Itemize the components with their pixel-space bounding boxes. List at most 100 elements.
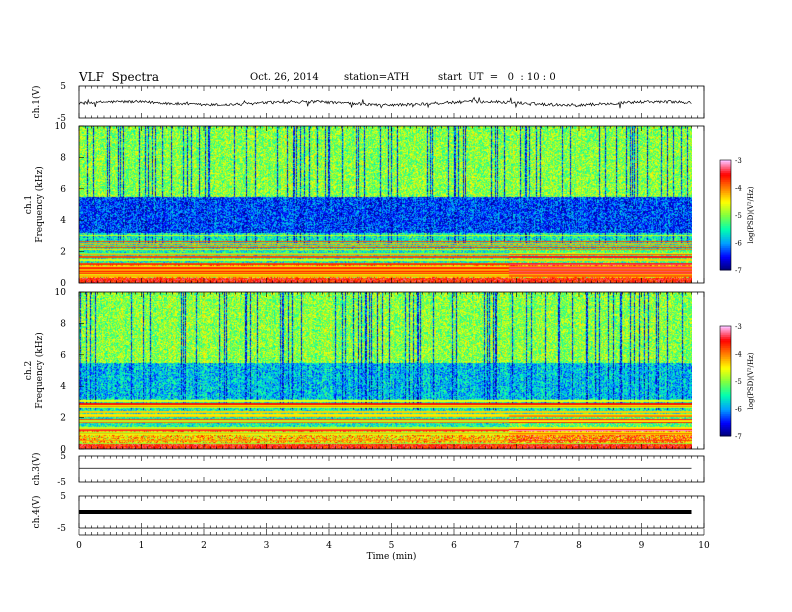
ch1-waveform-line <box>78 96 692 109</box>
colorbar-tick-label: -6 <box>735 240 742 248</box>
colorbar-tick-label: -7 <box>735 267 742 275</box>
colorbar-segment <box>720 403 731 406</box>
colorbar-segment <box>720 327 731 331</box>
colorbar-segment <box>720 202 731 205</box>
colorbar-segment <box>720 220 731 223</box>
y-tick-label: 4 <box>60 382 66 392</box>
colorbar-segment <box>720 355 731 358</box>
colorbar-segment <box>720 227 731 231</box>
y-tick-label: 5 <box>60 82 66 92</box>
colorbar-segment <box>720 329 731 332</box>
colorbar-segment <box>720 337 731 340</box>
colorbar-segment <box>720 185 731 188</box>
colorbar-segment <box>720 178 731 181</box>
y-tick-label: 6 <box>60 185 66 195</box>
colorbar-segment <box>720 215 731 218</box>
colorbar-tick-label: -4 <box>735 185 742 193</box>
colorbar-segment <box>720 200 731 203</box>
ch2-spectrogram-image <box>79 292 692 449</box>
colorbar-segment <box>720 373 731 376</box>
y-axis-label: Frequency (kHz) <box>34 332 45 409</box>
colorbar-label: log(PSD)(V²/Hz) <box>747 186 755 243</box>
x-tick-label: 5 <box>389 541 395 551</box>
colorbar-segment <box>720 172 731 176</box>
colorbar-segment <box>720 362 731 365</box>
colorbar-segment <box>720 194 731 198</box>
x-tick-label: 10 <box>698 541 710 551</box>
colorbar-segment <box>720 417 731 420</box>
colorbar-segment <box>720 169 731 172</box>
colorbar-segment <box>720 331 731 334</box>
colorbar-tick-label: -5 <box>735 378 742 386</box>
colorbar-segment <box>720 237 731 240</box>
colorbar-label: log(PSD)(V²/Hz) <box>747 352 755 409</box>
colorbar-segment <box>720 353 731 356</box>
x-tick-label: 3 <box>264 541 270 551</box>
colorbar-tick-label: -6 <box>735 406 742 414</box>
colorbar-segment <box>720 163 731 166</box>
y-axis-label: ch.1(V) <box>31 86 42 119</box>
colorbar-segment <box>720 419 731 422</box>
colorbar-segment <box>720 193 731 196</box>
colorbar-segment <box>720 338 731 342</box>
y-tick-label: 8 <box>60 153 66 163</box>
x-tick-label: 4 <box>326 541 332 551</box>
colorbar-segment <box>720 218 731 221</box>
colorbar-segment <box>720 248 731 251</box>
colorbar-segment <box>720 425 731 428</box>
chart-title: VLF Spectra <box>79 70 160 84</box>
colorbar-segment <box>720 189 731 192</box>
colorbar-segment <box>720 348 731 351</box>
start-time-label: start UT = 0 : 10 : 0 <box>438 72 556 83</box>
colorbar-tick-label: -7 <box>735 433 742 441</box>
colorbar-segment <box>720 259 731 262</box>
colorbar-segment <box>720 211 731 214</box>
colorbar-segment <box>720 421 731 424</box>
colorbar-segment <box>720 399 731 402</box>
colorbar-segment <box>720 222 731 225</box>
colorbar-segment <box>720 359 731 362</box>
y-tick-label: 5 <box>60 452 66 462</box>
y-tick-label: -5 <box>57 478 66 488</box>
colorbar-segment <box>720 434 731 437</box>
colorbar-segment <box>720 371 731 375</box>
colorbar-segment <box>720 360 731 364</box>
colorbar-segment <box>720 165 731 168</box>
colorbar-segment <box>720 408 731 411</box>
colorbar-segment <box>720 404 731 408</box>
colorbar-segment <box>720 204 731 207</box>
colorbar-segment <box>720 253 731 256</box>
colorbar-segment <box>720 249 731 253</box>
colorbar-segment <box>720 370 731 373</box>
colorbar-segment <box>720 235 731 238</box>
colorbar-segment <box>720 397 731 400</box>
colorbar-segment <box>720 187 731 190</box>
colorbar-segment <box>720 183 731 187</box>
colorbar-segment <box>720 379 731 382</box>
colorbar-segment <box>720 428 731 431</box>
date-label: Oct. 26, 2014 <box>250 72 319 83</box>
colorbar-segment <box>720 205 731 209</box>
colorbar-segment <box>720 381 731 384</box>
x-tick-label: 2 <box>201 541 207 551</box>
x-tick-label: 7 <box>514 541 520 551</box>
colorbar: -3 -4 -5 -6 -7 log(PSD)(V²/Hz) <box>719 323 755 441</box>
colorbar-segment <box>720 233 731 236</box>
colorbar-segment <box>720 257 731 260</box>
colorbar-segment <box>720 264 731 267</box>
y-axis-label: ch.1 <box>24 195 34 214</box>
colorbar-segment <box>720 333 731 336</box>
colorbar-segment <box>720 346 731 349</box>
x-tick-label: 8 <box>576 541 582 551</box>
colorbar-segment <box>720 414 731 417</box>
colorbar-frame <box>719 325 732 437</box>
y-tick-label: 10 <box>55 122 67 132</box>
colorbar-segment <box>720 174 731 177</box>
colorbar-segment <box>720 340 731 343</box>
y-axis-label: ch.4(V) <box>31 496 42 529</box>
colorbar-segment <box>720 207 731 210</box>
colorbar-segment <box>720 180 731 183</box>
colorbar-tick-label: -5 <box>735 212 742 220</box>
colorbar-segment <box>720 246 731 249</box>
colorbar-segment <box>720 244 731 247</box>
